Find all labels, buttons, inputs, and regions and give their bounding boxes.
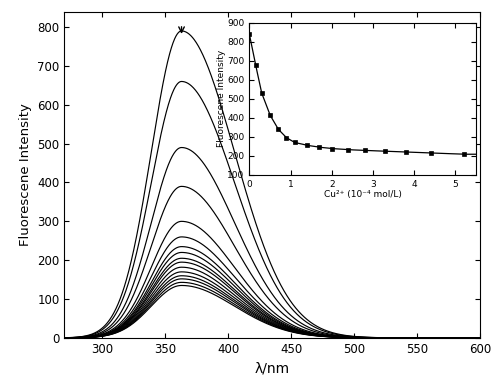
X-axis label: λ/nm: λ/nm xyxy=(255,361,290,375)
Y-axis label: Fluorescene Intensity: Fluorescene Intensity xyxy=(19,103,32,246)
